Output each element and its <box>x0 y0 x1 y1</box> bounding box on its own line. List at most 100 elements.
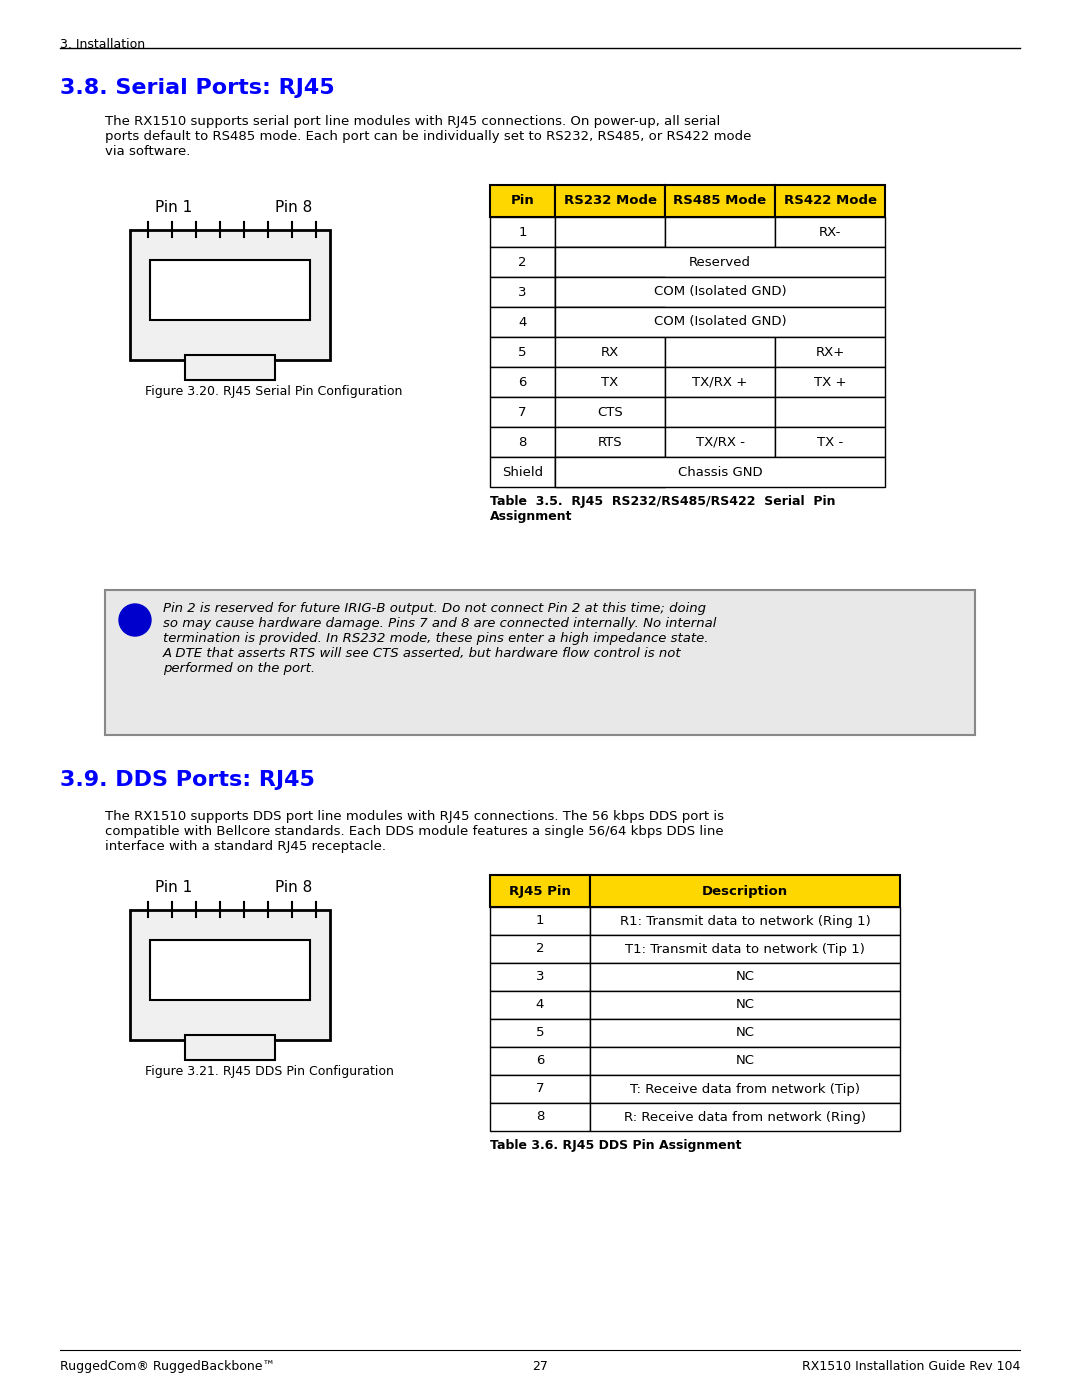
Text: 4: 4 <box>536 999 544 1011</box>
Text: Description: Description <box>702 884 788 897</box>
Text: NC: NC <box>735 1027 755 1039</box>
Text: COM (Isolated GND): COM (Isolated GND) <box>653 285 786 299</box>
FancyBboxPatch shape <box>775 337 885 367</box>
Text: R1: Transmit data to network (Ring 1): R1: Transmit data to network (Ring 1) <box>620 915 870 928</box>
FancyBboxPatch shape <box>490 1018 590 1046</box>
FancyBboxPatch shape <box>775 427 885 457</box>
FancyBboxPatch shape <box>150 260 310 320</box>
FancyBboxPatch shape <box>490 1104 590 1132</box>
FancyBboxPatch shape <box>490 907 590 935</box>
Text: 3.9. DDS Ports: RJ45: 3.9. DDS Ports: RJ45 <box>60 770 315 789</box>
FancyBboxPatch shape <box>590 1076 900 1104</box>
Text: RS422 Mode: RS422 Mode <box>783 194 877 208</box>
FancyBboxPatch shape <box>105 590 975 735</box>
FancyBboxPatch shape <box>555 367 665 397</box>
FancyBboxPatch shape <box>665 217 775 247</box>
FancyBboxPatch shape <box>490 1046 590 1076</box>
Text: Pin 8: Pin 8 <box>275 200 312 215</box>
Text: NC: NC <box>735 971 755 983</box>
FancyBboxPatch shape <box>590 875 900 907</box>
FancyBboxPatch shape <box>775 397 885 427</box>
Text: RX1510 Installation Guide Rev 104: RX1510 Installation Guide Rev 104 <box>801 1361 1020 1373</box>
FancyBboxPatch shape <box>490 875 590 907</box>
Text: Figure 3.20. RJ45 Serial Pin Configuration: Figure 3.20. RJ45 Serial Pin Configurati… <box>145 386 403 398</box>
FancyBboxPatch shape <box>490 963 590 990</box>
Text: TX +: TX + <box>813 376 847 388</box>
Text: TX/RX +: TX/RX + <box>692 376 747 388</box>
FancyBboxPatch shape <box>555 184 665 217</box>
FancyBboxPatch shape <box>490 337 555 367</box>
Text: RX-: RX- <box>819 225 841 239</box>
FancyBboxPatch shape <box>590 1104 900 1132</box>
Text: TX: TX <box>602 376 619 388</box>
FancyBboxPatch shape <box>555 247 665 277</box>
Text: Pin: Pin <box>511 194 535 208</box>
FancyBboxPatch shape <box>490 990 590 1018</box>
Text: 2: 2 <box>518 256 527 268</box>
FancyBboxPatch shape <box>590 963 900 990</box>
FancyBboxPatch shape <box>775 184 885 217</box>
FancyBboxPatch shape <box>775 367 885 397</box>
Text: NC: NC <box>735 999 755 1011</box>
Text: Reserved: Reserved <box>689 256 751 268</box>
Text: 1: 1 <box>518 225 527 239</box>
Text: Pin 1: Pin 1 <box>156 200 192 215</box>
Text: RS232 Mode: RS232 Mode <box>564 194 657 208</box>
Text: RX+: RX+ <box>815 345 845 359</box>
FancyBboxPatch shape <box>490 184 555 217</box>
Text: Chassis GND: Chassis GND <box>677 465 762 479</box>
FancyBboxPatch shape <box>490 277 555 307</box>
FancyBboxPatch shape <box>775 217 885 247</box>
FancyBboxPatch shape <box>555 427 665 457</box>
Text: Pin 2 is reserved for future IRIG-B output. Do not connect Pin 2 at this time; d: Pin 2 is reserved for future IRIG-B outp… <box>163 602 716 675</box>
Text: 5: 5 <box>536 1027 544 1039</box>
FancyBboxPatch shape <box>490 1076 590 1104</box>
Text: 3.8. Serial Ports: RJ45: 3.8. Serial Ports: RJ45 <box>60 78 335 98</box>
Text: RX: RX <box>600 345 619 359</box>
Text: RTS: RTS <box>597 436 622 448</box>
Text: 6: 6 <box>536 1055 544 1067</box>
FancyBboxPatch shape <box>665 397 775 427</box>
Text: Pin 8: Pin 8 <box>275 880 312 895</box>
Text: 7: 7 <box>518 405 527 419</box>
FancyBboxPatch shape <box>555 277 665 307</box>
FancyBboxPatch shape <box>185 1035 275 1060</box>
Text: 8: 8 <box>536 1111 544 1123</box>
Text: 4: 4 <box>518 316 527 328</box>
FancyBboxPatch shape <box>555 217 665 247</box>
FancyBboxPatch shape <box>555 307 665 337</box>
Text: TX/RX -: TX/RX - <box>696 436 744 448</box>
FancyBboxPatch shape <box>590 990 900 1018</box>
Text: Shield: Shield <box>502 465 543 479</box>
FancyBboxPatch shape <box>555 457 885 488</box>
FancyBboxPatch shape <box>490 397 555 427</box>
Text: 6: 6 <box>518 376 527 388</box>
FancyBboxPatch shape <box>490 247 555 277</box>
Text: 5: 5 <box>518 345 527 359</box>
FancyBboxPatch shape <box>590 935 900 963</box>
FancyBboxPatch shape <box>185 355 275 380</box>
Text: RJ45 Pin: RJ45 Pin <box>509 884 571 897</box>
Text: 27: 27 <box>532 1361 548 1373</box>
Text: 7: 7 <box>536 1083 544 1095</box>
FancyBboxPatch shape <box>490 427 555 457</box>
Text: Pin 1: Pin 1 <box>156 880 192 895</box>
FancyBboxPatch shape <box>490 367 555 397</box>
Text: The RX1510 supports serial port line modules with RJ45 connections. On power-up,: The RX1510 supports serial port line mod… <box>105 115 752 158</box>
FancyBboxPatch shape <box>555 277 885 307</box>
Text: TX -: TX - <box>816 436 843 448</box>
FancyBboxPatch shape <box>590 1018 900 1046</box>
Text: Table 3.6. RJ45 DDS Pin Assignment: Table 3.6. RJ45 DDS Pin Assignment <box>490 1139 742 1153</box>
Text: 2: 2 <box>536 943 544 956</box>
Text: Figure 3.21. RJ45 DDS Pin Configuration: Figure 3.21. RJ45 DDS Pin Configuration <box>145 1065 394 1078</box>
Text: 3: 3 <box>518 285 527 299</box>
Text: R: Receive data from network (Ring): R: Receive data from network (Ring) <box>624 1111 866 1123</box>
Text: 1: 1 <box>536 915 544 928</box>
Text: RuggedCom® RuggedBackbone™: RuggedCom® RuggedBackbone™ <box>60 1361 275 1373</box>
Circle shape <box>119 604 151 636</box>
Text: RS485 Mode: RS485 Mode <box>674 194 767 208</box>
FancyBboxPatch shape <box>130 909 330 1039</box>
FancyBboxPatch shape <box>150 940 310 1000</box>
FancyBboxPatch shape <box>665 367 775 397</box>
Text: CTS: CTS <box>597 405 623 419</box>
